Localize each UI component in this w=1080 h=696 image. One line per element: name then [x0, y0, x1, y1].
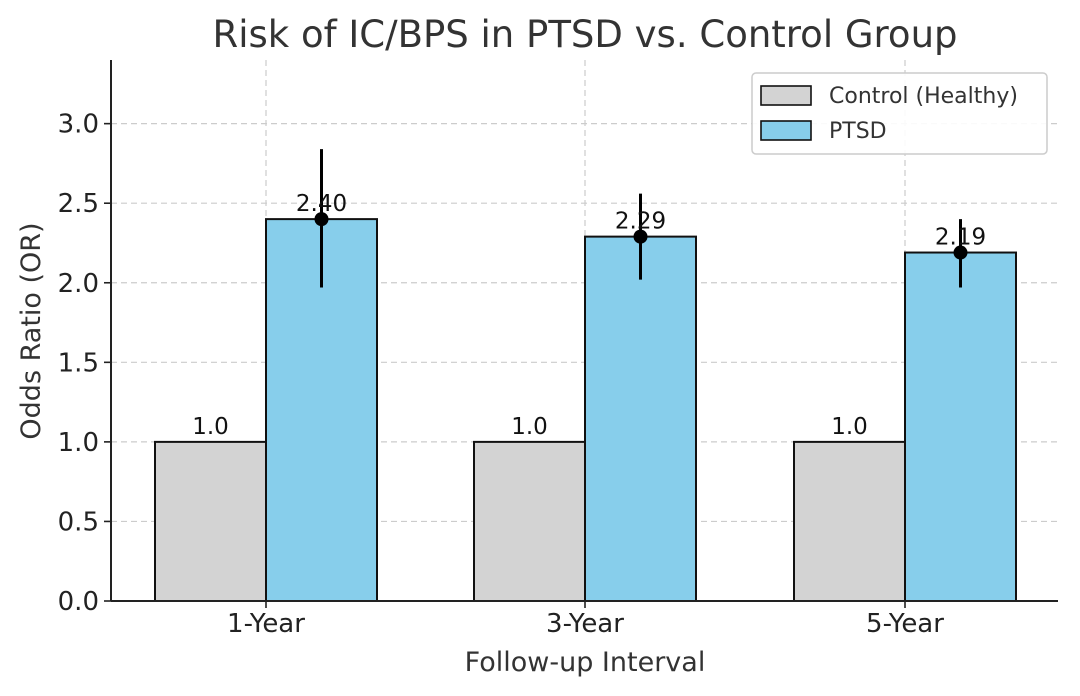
y-tick-label: 3.0 [58, 110, 99, 140]
bars [154, 218, 1017, 603]
control-value-label: 1.0 [831, 414, 868, 440]
y-axis-label: Odds Ratio (OR) [16, 222, 47, 439]
legend-swatch-ptsd [760, 120, 812, 141]
legend-label-ptsd: PTSD [829, 119, 887, 144]
x-tick-label: 5-Year [866, 609, 944, 639]
y-tick-label: 1.0 [58, 428, 99, 458]
y-ticks: 0.0 0.5 1.0 1.5 2.0 2.5 3.0 [58, 110, 111, 617]
legend-label-control: Control (Healthy) [829, 84, 1018, 109]
x-tick-label: 1-Year [227, 609, 305, 639]
control-value-label: 1.0 [511, 414, 548, 440]
y-tick-label: 2.0 [58, 269, 99, 299]
y-tick-label: 1.5 [58, 348, 99, 378]
ptsd-point-marker [633, 229, 648, 244]
legend: Control (Healthy) PTSD [751, 72, 1048, 155]
x-tick-label: 3-Year [546, 609, 624, 639]
ptsd-point-marker [314, 212, 329, 227]
ptsd-value-label: 2.19 [935, 225, 986, 251]
control-bar [154, 440, 267, 602]
chart-title: Risk of IC/BPS in PTSD vs. Control Group [212, 13, 957, 56]
ptsd-value-label: 2.40 [296, 191, 347, 217]
x-axis-label: Follow-up Interval [465, 647, 706, 678]
ptsd-value-label: 2.29 [615, 209, 666, 235]
ptsd-bar [584, 235, 697, 603]
legend-swatch-control [760, 85, 812, 106]
y-tick-label: 0.5 [58, 507, 99, 537]
x-ticks: 1-Year 3-Year 5-Year [227, 601, 944, 639]
control-bar [793, 440, 906, 602]
ptsd-point-marker [953, 245, 968, 260]
y-tick-label: 2.5 [58, 189, 99, 219]
legend-frame [751, 72, 1048, 155]
y-tick-label: 0.0 [58, 587, 99, 617]
ptsd-bar [904, 251, 1017, 602]
control-value-label: 1.0 [192, 414, 229, 440]
data-labels: 1.0 1.0 1.0 2.40 2.29 2.19 [192, 191, 986, 440]
control-bar [473, 440, 586, 602]
error-bars [314, 149, 968, 288]
